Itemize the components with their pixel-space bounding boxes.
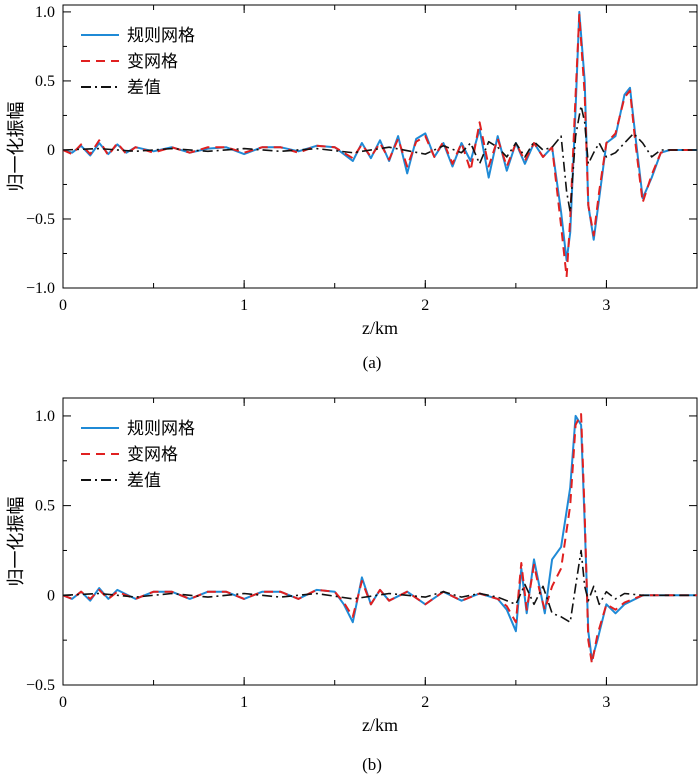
plot-frame — [62, 397, 698, 686]
x-tick-label: 3 — [602, 297, 610, 314]
x-tick-label: 1 — [240, 297, 248, 314]
x-tick-label: 0 — [59, 297, 67, 314]
series-line-regular-grid — [63, 10, 697, 262]
legend-label: 变网格 — [127, 445, 178, 465]
y-tick-label: 0.5 — [35, 498, 55, 515]
x-tick-label: 1 — [240, 694, 248, 711]
y-tick-label: −0.5 — [26, 211, 55, 228]
x-tick-label: 3 — [602, 694, 610, 711]
plot-frame — [62, 4, 698, 289]
y-tick-label: 1.0 — [35, 408, 55, 425]
legend-label: 规则网格 — [127, 26, 195, 46]
legend-label: 差值 — [127, 471, 161, 491]
legend-label: 差值 — [127, 78, 161, 98]
x-tick-label: 2 — [421, 694, 429, 711]
x-axis-label: z/km — [362, 318, 398, 338]
y-tick-label: 1.0 — [35, 4, 55, 21]
y-tick-label: −1.0 — [26, 280, 55, 297]
y-tick-label: −0.5 — [26, 677, 55, 694]
x-axis-label: z/km — [362, 715, 398, 735]
y-tick-label: 0 — [47, 142, 55, 159]
y-tick-label: 0 — [47, 587, 55, 604]
panel-caption: (b) — [362, 755, 382, 774]
series-line-difference — [63, 549, 697, 624]
x-tick-label: 0 — [59, 694, 67, 711]
series-line-variable-grid — [63, 413, 697, 665]
legend-label: 变网格 — [127, 52, 178, 72]
y-tick-label: 0.5 — [35, 73, 55, 90]
series-line-difference — [63, 105, 697, 213]
y-axis-label: 归一化振幅 — [6, 102, 27, 192]
y-axis-label: 归一化振幅 — [6, 497, 27, 587]
panel-caption: (a) — [363, 353, 382, 372]
x-tick-label: 2 — [421, 297, 429, 314]
legend-label: 规则网格 — [127, 419, 195, 439]
